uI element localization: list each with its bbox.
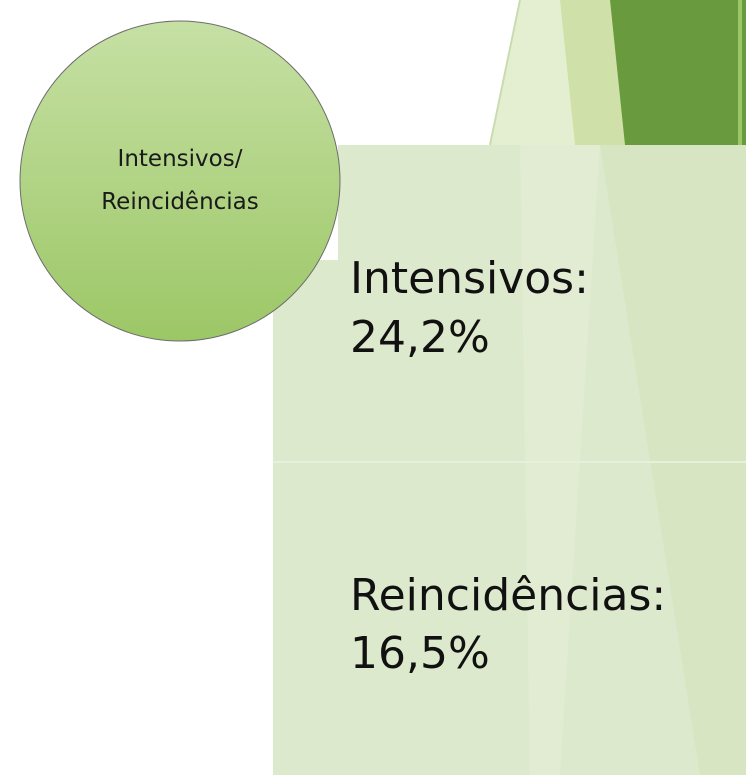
item-label: Reincidências: xyxy=(350,570,666,621)
circle-text: Intensivos/ xyxy=(118,146,243,172)
decoration xyxy=(489,0,746,146)
circle-text: Reincidências xyxy=(101,189,259,215)
item-value: 16,5% xyxy=(350,628,490,679)
item-value: 24,2% xyxy=(350,312,490,363)
circle xyxy=(19,20,341,342)
panel xyxy=(273,145,746,775)
item-label: Intensivos: xyxy=(350,253,589,304)
